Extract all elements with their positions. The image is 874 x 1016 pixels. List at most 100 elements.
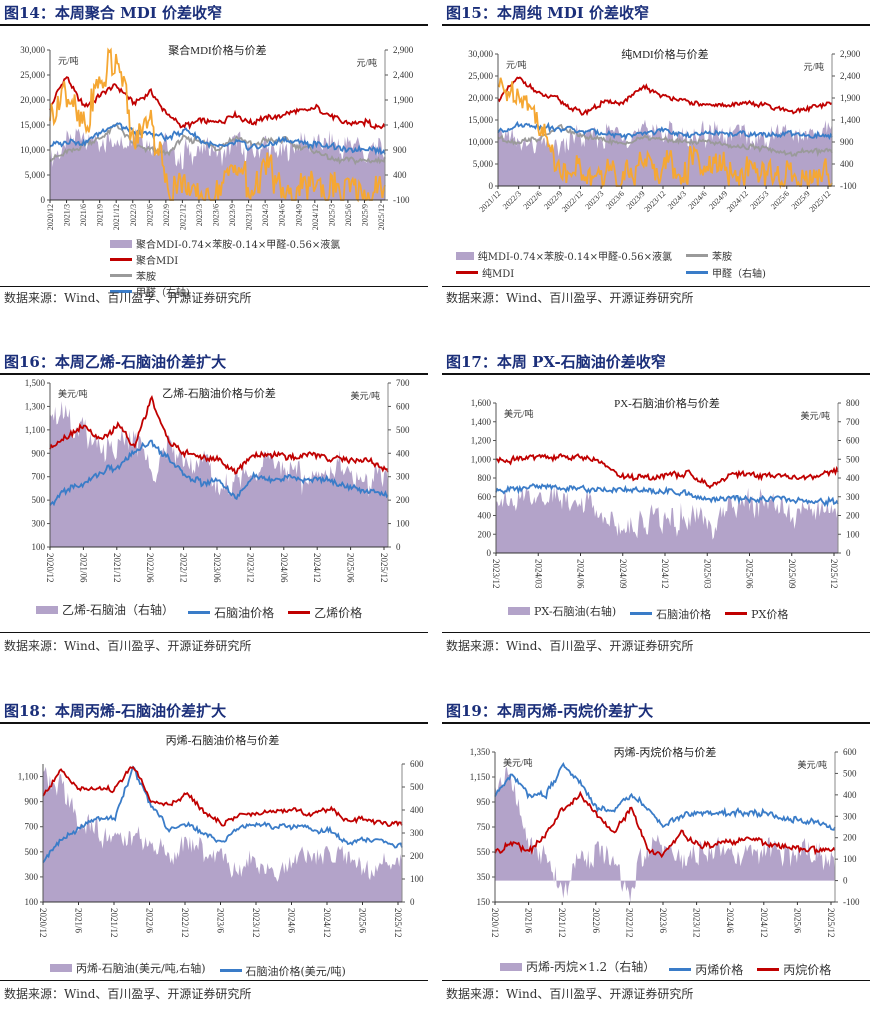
x-tick-label: 2021/6 — [74, 908, 84, 934]
figure-title: 图14：本周聚合 MDI 价差收窄 — [0, 2, 428, 26]
x-tick-label: 2024/6 — [278, 204, 287, 226]
x-tick-label: 2021/06 — [78, 553, 88, 583]
chart-fig16: 乙烯-石脑油价格与价差 100 300 500 700 900 1,100 1,300 1,50… — [25, 378, 410, 583]
panel-fig17: 图17：本周 PX-石脑油价差收窄 PX-石脑油价格与价差 0 200 400 600 8… — [442, 351, 870, 653]
x-tick-label: 2024/06 — [279, 553, 289, 583]
right-tick-label: 500 — [846, 454, 860, 464]
x-tick-label: 2022/9 — [162, 204, 171, 226]
left-tick-label: 350 — [477, 872, 491, 882]
x-tick-label: 2022/6 — [522, 189, 544, 211]
legend-item: 甲醛（右轴) — [686, 265, 832, 280]
legend-line-swatch — [630, 612, 653, 615]
right-unit-label: 美元/吨 — [797, 759, 827, 770]
x-tick-label: 2022/6 — [145, 204, 154, 226]
legend-line-swatch — [110, 258, 132, 261]
left-tick-label: 30,000 — [20, 45, 45, 55]
divider — [442, 632, 870, 633]
left-tick-label: 300 — [32, 519, 46, 529]
legend-line-swatch — [686, 271, 708, 274]
right-tick-label: 0 — [410, 897, 415, 907]
legend-label: PX-石脑油(右轴) — [534, 605, 617, 618]
right-tick-label: 400 — [843, 790, 857, 800]
x-tick-label: 2021/6 — [524, 908, 534, 934]
left-tick-label: 800 — [478, 473, 492, 483]
x-tick-label: 2024/12 — [660, 559, 670, 589]
legend-label: 石脑油价格 — [656, 607, 712, 621]
left-unit-label: 美元/吨 — [58, 388, 88, 399]
right-tick-label: -100 — [840, 181, 857, 191]
x-tick-label: 2021/12 — [477, 189, 502, 214]
x-tick-label: 2025/6 — [792, 908, 802, 934]
right-tick-label: 100 — [396, 519, 410, 529]
legend-line-swatch — [686, 254, 708, 257]
chart-title: 乙烯-石脑油价格与价差 — [162, 386, 276, 400]
left-unit-label: 元/吨 — [58, 55, 79, 66]
panel-fig19: 图19：本周丙烯-丙烷价差扩大 丙烯-丙烷价格与价差 150 350 550 750 95… — [442, 700, 870, 1001]
left-tick-label: 100 — [25, 897, 39, 907]
right-unit-label: 美元/吨 — [800, 410, 830, 421]
left-tick-label: 100 — [32, 542, 46, 552]
legend-item: 苯胺 — [686, 248, 832, 263]
left-tick-label: 900 — [32, 448, 46, 458]
series-line-2 — [49, 395, 389, 475]
right-unit-label: 美元/吨 — [350, 390, 380, 401]
legend-label: 聚合MDI-0.74×苯胺-0.14×甲醛-0.56×液氯 — [136, 240, 341, 251]
x-tick-label: 2025/06 — [745, 559, 755, 589]
right-tick-label: 100 — [846, 529, 860, 539]
divider — [442, 286, 870, 287]
series-line-1 — [49, 439, 389, 507]
x-tick-label: 2024/6 — [287, 908, 297, 934]
left-unit-label: 元/吨 — [506, 59, 527, 70]
legend-line-swatch — [669, 967, 692, 971]
chart-fig19: 丙烯-丙烷价格与价差 150 350 550 750 950 1,150 1,350 -100 0… — [470, 745, 860, 938]
legend-label: PX价格 — [751, 607, 789, 621]
right-tick-label: 200 — [846, 511, 860, 521]
legend-label: 苯胺 — [136, 272, 156, 283]
left-unit-label: 美元/吨 — [503, 757, 533, 768]
legend-label: 石脑油价格(美元/吨) — [245, 964, 346, 978]
legend-label: 丙烯价格 — [695, 962, 744, 977]
left-tick-label: 750 — [477, 822, 491, 832]
source-note: 数据来源：Wind、百川盈孚、开源证券研究所 — [4, 639, 252, 653]
x-tick-label: 2021/12 — [557, 908, 567, 938]
divider — [0, 632, 428, 633]
x-tick-label: 2021/12 — [109, 908, 119, 938]
legend-line-swatch — [188, 610, 211, 614]
right-tick-label: 800 — [846, 398, 860, 408]
right-tick-label: 500 — [410, 782, 424, 792]
left-tick-label: 1,100 — [25, 425, 46, 435]
x-tick-label: 2022/6 — [591, 908, 601, 934]
legend-item: 甲醛（右轴) — [110, 284, 340, 299]
x-tick-label: 2024/12 — [311, 204, 320, 230]
chart-title: 丙烯-丙烷价格与价差 — [614, 745, 717, 759]
left-tick-label: 0 — [489, 181, 494, 191]
x-tick-label: 2022/06 — [145, 553, 155, 583]
legend-line-swatch — [219, 969, 242, 972]
x-tick-label: 2023/12 — [692, 908, 702, 938]
x-tick-label: 2025/12 — [393, 908, 403, 938]
divider — [442, 980, 870, 981]
series-line-1 — [497, 76, 833, 116]
left-tick-label: 1,500 — [25, 378, 46, 388]
left-tick-label: 0 — [41, 195, 46, 205]
left-tick-label: 1,150 — [470, 772, 491, 782]
x-tick-label: 2024/6 — [687, 189, 709, 211]
x-tick-label: 2021/3 — [63, 204, 72, 226]
chart-fig18: 丙烯-石脑油价格与价差 100 300 500 700 900 1,100 0 100 200 30… — [18, 733, 424, 938]
figure-title: 图17：本周 PX-石脑油价差收窄 — [442, 351, 870, 375]
left-tick-label: 20,000 — [20, 95, 45, 105]
left-tick-label: 200 — [478, 529, 492, 539]
left-tick-label: 1,100 — [18, 772, 39, 782]
series-line-2 — [494, 790, 836, 859]
legend: 乙烯-石脑油（右轴） 石脑油价格 乙烯价格 — [36, 601, 376, 621]
series-line-3 — [49, 122, 386, 156]
x-tick-label: 2022/12 — [179, 553, 189, 583]
x-tick-label: 2021/12 — [112, 553, 122, 583]
left-tick-label: 700 — [25, 822, 39, 832]
source-note: 数据来源：Wind、百川盈孚、开源证券研究所 — [4, 987, 252, 1001]
x-tick-label: 2023/12 — [245, 204, 254, 230]
right-tick-label: 300 — [396, 472, 410, 482]
right-tick-label: 2,900 — [840, 49, 861, 59]
series-line-2 — [49, 123, 386, 166]
right-tick-label: 400 — [410, 805, 424, 815]
